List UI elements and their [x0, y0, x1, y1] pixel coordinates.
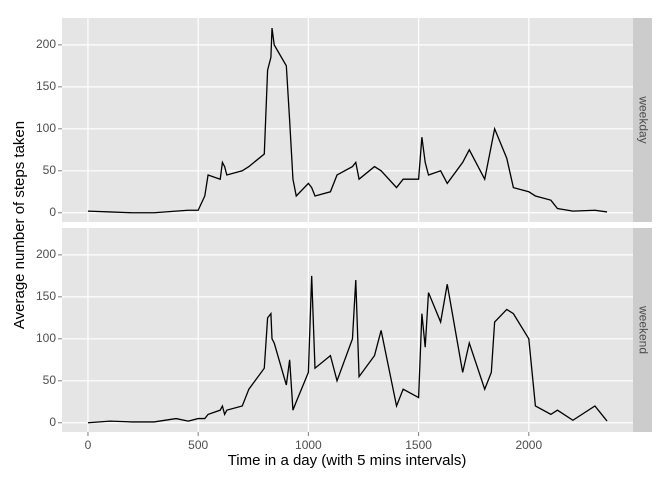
y-tick-label: 100: [36, 331, 56, 345]
x-axis-label: Time in a day (with 5 mins intervals): [228, 452, 467, 469]
y-tick-label: 200: [36, 247, 56, 261]
data-line: [87, 275, 608, 424]
x-tick-label: 0: [85, 438, 92, 452]
y-tick-label: 50: [43, 163, 57, 177]
y-tick-label: 0: [49, 205, 56, 219]
y-tick-label: 150: [36, 289, 56, 303]
y-axis-label: Average number of steps taken: [11, 121, 28, 329]
x-tick-label: 500: [188, 438, 208, 452]
panel-background: [62, 228, 633, 432]
y-tick-label: 0: [49, 415, 56, 429]
y-tick-label: 150: [36, 79, 56, 93]
panel-background: [62, 18, 633, 222]
facet-label: weekend: [636, 305, 650, 354]
facet-strip: [633, 228, 652, 432]
y-tick-label: 100: [36, 121, 56, 135]
y-tick-label: 200: [36, 37, 56, 51]
data-line: [87, 27, 608, 214]
y-tick-label: 50: [43, 373, 57, 387]
x-tick-label: 1000: [295, 438, 322, 452]
x-tick-label: 1500: [405, 438, 432, 452]
facet-strip: [633, 18, 652, 222]
x-tick-label: 2000: [515, 438, 542, 452]
facet-label: weekday: [636, 95, 650, 143]
